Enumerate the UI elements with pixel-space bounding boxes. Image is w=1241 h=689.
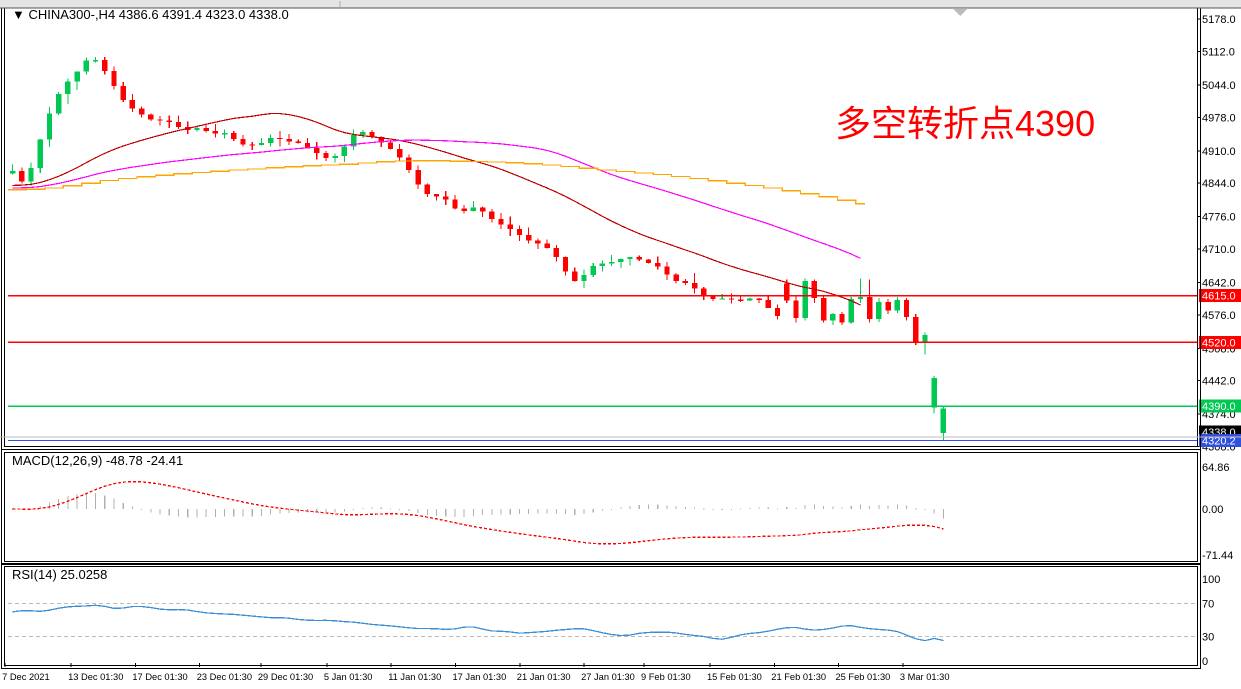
svg-text:3 Mar 01:30: 3 Mar 01:30 (900, 672, 950, 682)
svg-text:21 Jan 01:30: 21 Jan 01:30 (517, 672, 571, 682)
svg-text:70: 70 (1202, 599, 1214, 611)
svg-text:5 Jan 01:30: 5 Jan 01:30 (324, 672, 373, 682)
svg-text:5178.0: 5178.0 (1202, 14, 1236, 26)
svg-text:4844.0: 4844.0 (1202, 178, 1236, 190)
svg-text:4710.0: 4710.0 (1202, 244, 1236, 256)
svg-text:15 Feb 01:30: 15 Feb 01:30 (707, 672, 762, 682)
svg-text:RSI(14) 25.0258: RSI(14) 25.0258 (12, 567, 107, 582)
svg-text:▼ CHINA300-,H4 4386.6 4391.4: ▼ CHINA300-,H4 4386.6 4391.4 4323.0 4338… (12, 7, 289, 22)
svg-text:多空转折点4390: 多空转折点4390 (835, 103, 1095, 144)
svg-text:9 Feb 01:30: 9 Feb 01:30 (641, 672, 691, 682)
svg-text:4576.0: 4576.0 (1202, 310, 1236, 322)
svg-text:4442.0: 4442.0 (1202, 376, 1236, 388)
svg-text:17 Jan 01:30: 17 Jan 01:30 (453, 672, 507, 682)
svg-text:4615.0: 4615.0 (1202, 291, 1236, 303)
svg-text:25 Feb 01:30: 25 Feb 01:30 (836, 672, 891, 682)
svg-text:64.86: 64.86 (1202, 462, 1230, 474)
svg-text:0.00: 0.00 (1202, 504, 1223, 516)
svg-text:11 Jan 01:30: 11 Jan 01:30 (388, 672, 441, 682)
svg-text:4978.0: 4978.0 (1202, 112, 1236, 124)
svg-text:4776.0: 4776.0 (1202, 212, 1236, 224)
svg-text:30: 30 (1202, 631, 1214, 643)
svg-text:MACD(12,26,9) -48.78 -24.41: MACD(12,26,9) -48.78 -24.41 (12, 453, 183, 468)
svg-text:4910.0: 4910.0 (1202, 146, 1236, 158)
svg-text:4390.0: 4390.0 (1202, 401, 1236, 413)
svg-text:17 Dec 01:30: 17 Dec 01:30 (132, 672, 187, 682)
svg-text:100: 100 (1202, 574, 1220, 586)
svg-text:29 Dec 01:30: 29 Dec 01:30 (258, 672, 313, 682)
svg-text:4642.0: 4642.0 (1202, 277, 1236, 289)
svg-text:27 Jan 01:30: 27 Jan 01:30 (581, 672, 635, 682)
svg-text:13 Dec 01:30: 13 Dec 01:30 (68, 672, 123, 682)
svg-text:5112.0: 5112.0 (1202, 47, 1235, 59)
svg-text:4520.0: 4520.0 (1202, 337, 1236, 349)
svg-text:23 Dec 01:30: 23 Dec 01:30 (197, 672, 252, 682)
svg-text:21 Feb 01:30: 21 Feb 01:30 (771, 672, 826, 682)
svg-text:-71.44: -71.44 (1202, 550, 1233, 562)
svg-text:5044.0: 5044.0 (1202, 80, 1236, 92)
svg-text:7 Dec 2021: 7 Dec 2021 (2, 672, 50, 682)
svg-text:0: 0 (1202, 656, 1208, 668)
